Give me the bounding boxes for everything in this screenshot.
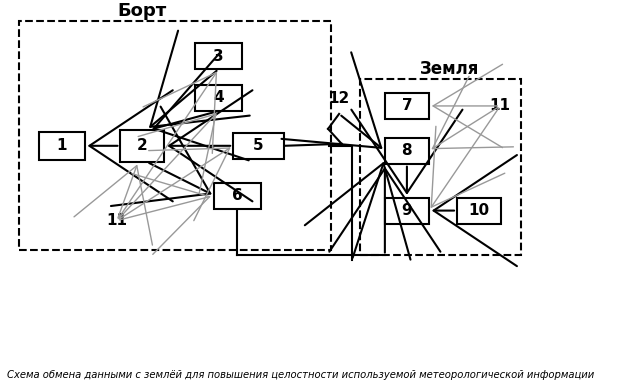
Bar [385, 197, 429, 223]
Bar [195, 85, 242, 111]
Bar [360, 79, 522, 256]
Text: Борт: Борт [118, 2, 167, 20]
Text: 8: 8 [402, 143, 412, 158]
Bar [195, 43, 242, 69]
Text: 10: 10 [468, 203, 490, 218]
Text: 3: 3 [213, 49, 224, 64]
Text: 7: 7 [402, 99, 412, 113]
Text: Схема обмена данными с землёй для повышения целостности используемой метеорологи: Схема обмена данными с землёй для повыше… [7, 370, 594, 380]
Text: 2: 2 [137, 138, 148, 153]
Text: 6: 6 [232, 188, 243, 203]
Text: Земля: Земля [420, 60, 479, 78]
Bar [457, 197, 501, 223]
Bar [385, 138, 429, 164]
Text: 9: 9 [402, 203, 412, 218]
Bar [214, 183, 260, 209]
Bar [385, 93, 429, 119]
Bar [120, 130, 164, 162]
Bar [233, 133, 284, 159]
Text: 1: 1 [56, 138, 67, 153]
Text: 4: 4 [213, 91, 224, 105]
Bar [19, 21, 331, 251]
Text: 11: 11 [490, 99, 511, 113]
Text: 11: 11 [106, 213, 127, 228]
Bar [38, 132, 85, 160]
Text: 5: 5 [253, 138, 264, 153]
Text: 12: 12 [328, 91, 349, 107]
